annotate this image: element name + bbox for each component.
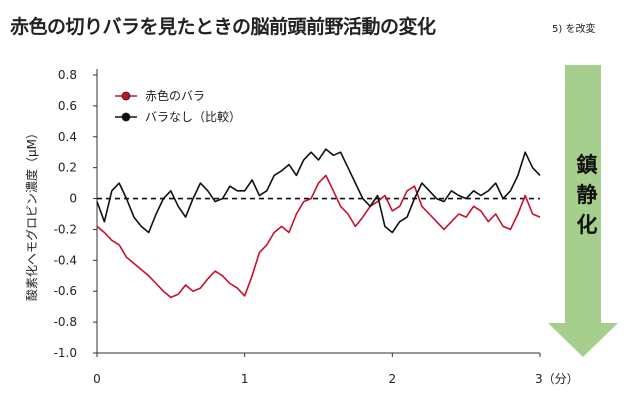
- y-tick-label: 0.4: [58, 130, 77, 144]
- x-tick-label: 2: [389, 372, 397, 386]
- x-tick-label: 3（分）: [535, 372, 579, 386]
- red-rose-series-line: [96, 174, 541, 299]
- x-tick-label: 1: [241, 372, 249, 386]
- y-tick-label: 0.6: [58, 99, 77, 113]
- chart-title: 赤色の切りバラを見たときの脳前頭前野活動の変化: [10, 16, 436, 38]
- x-axis-ticks: 0 1 2 3（分）: [93, 353, 579, 386]
- sedation-arrow: [548, 65, 618, 357]
- y-tick-label: -0.8: [54, 315, 77, 329]
- arrow-label-char: 静: [576, 183, 598, 207]
- series-layer: [96, 148, 541, 299]
- y-tick-label: -0.6: [54, 284, 77, 298]
- arrow-shaft: [565, 65, 601, 327]
- axes: [96, 69, 540, 354]
- y-axis-ticks: 0.8 0.6 0.4 0.2 0 -0.2 -0.4 -0.6 -0.8 -1.0: [54, 68, 97, 360]
- legend-label: バラなし（比較）: [145, 109, 241, 124]
- legend-label: 赤色のバラ: [145, 89, 205, 103]
- arrow-label: 鎮静化: [574, 150, 600, 240]
- y-tick-label: -1.0: [54, 346, 77, 360]
- arrow-label-char: 化: [576, 213, 598, 237]
- legend-marker: [121, 112, 131, 122]
- y-tick-label: 0: [69, 192, 77, 206]
- y-axis-label: 酸素化ヘモグロビン濃度（μM）: [24, 127, 39, 301]
- y-tick-label: 0.8: [58, 68, 77, 82]
- arrow-head: [548, 323, 618, 357]
- legend-marker: [121, 91, 131, 101]
- title-citation-note: 5) を改変: [552, 24, 596, 35]
- x-tick-label: 0: [93, 372, 101, 386]
- y-tick-label: 0.2: [58, 161, 77, 175]
- y-tick-label: -0.2: [54, 222, 77, 236]
- no-rose-series-line: [96, 148, 541, 234]
- y-tick-label: -0.4: [54, 253, 77, 267]
- arrow-label-char: 鎮: [576, 153, 598, 177]
